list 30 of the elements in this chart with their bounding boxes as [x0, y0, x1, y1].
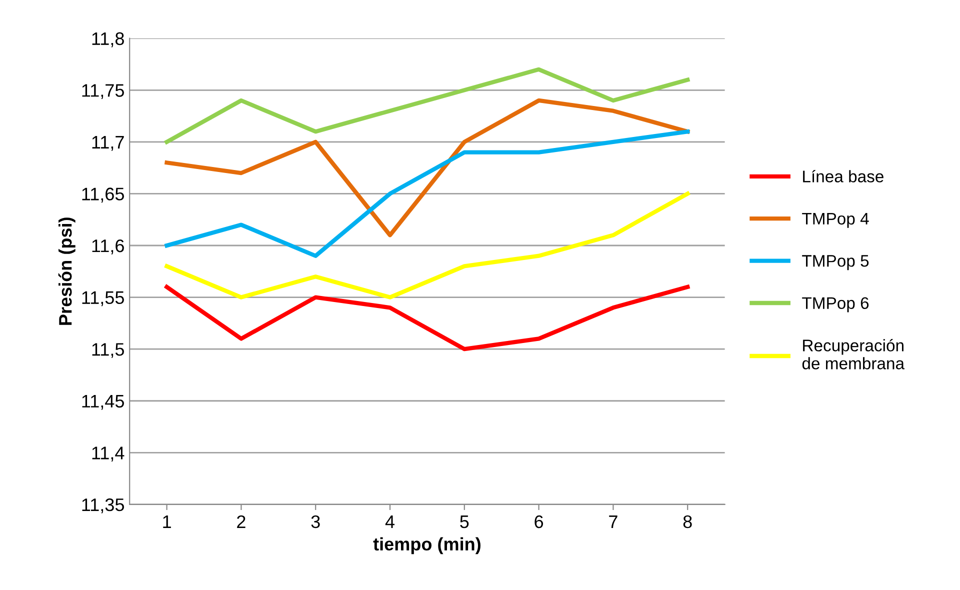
x-axis-title: tiempo (min): [373, 537, 480, 554]
legend-label: TMPop 5: [802, 255, 869, 270]
x-tick-label: 1: [163, 516, 171, 528]
line-series: [164, 192, 690, 300]
y-axis-title: Presión (psi): [58, 218, 76, 325]
x-tick-label: 3: [311, 515, 320, 528]
line-series: [164, 284, 690, 352]
line-series: [164, 67, 690, 144]
legend-label: Recuperación de membrana: [802, 338, 905, 370]
legend-label: TMPop 6: [802, 297, 869, 312]
line-series: [164, 98, 690, 238]
y-tick-label: 11,5: [92, 343, 124, 358]
x-tick-label: 7: [609, 516, 618, 528]
x-tick-label: 6: [534, 515, 544, 528]
x-tick-label: 5: [460, 516, 469, 528]
legend-label: Línea base: [803, 170, 884, 182]
y-tick-label: 11,6: [92, 239, 124, 254]
y-tick-label: 11,65: [82, 188, 124, 203]
y-tick-label: 11,35: [82, 498, 124, 514]
line-series: [164, 129, 690, 258]
y-tick-label: 11,55: [82, 291, 124, 306]
y-tick-label: 11,7: [92, 136, 124, 151]
y-tick-label: 11,4: [92, 446, 124, 462]
y-tick-label: 11,75: [82, 84, 124, 99]
x-tick-label: 2: [237, 515, 246, 528]
legend-label: TMPop 4: [802, 212, 869, 228]
y-tick-label: 11,45: [82, 394, 124, 410]
x-tick-label: 8: [683, 515, 692, 528]
y-tick-label: 11,8: [92, 32, 124, 48]
x-tick-label: 4: [385, 516, 394, 528]
